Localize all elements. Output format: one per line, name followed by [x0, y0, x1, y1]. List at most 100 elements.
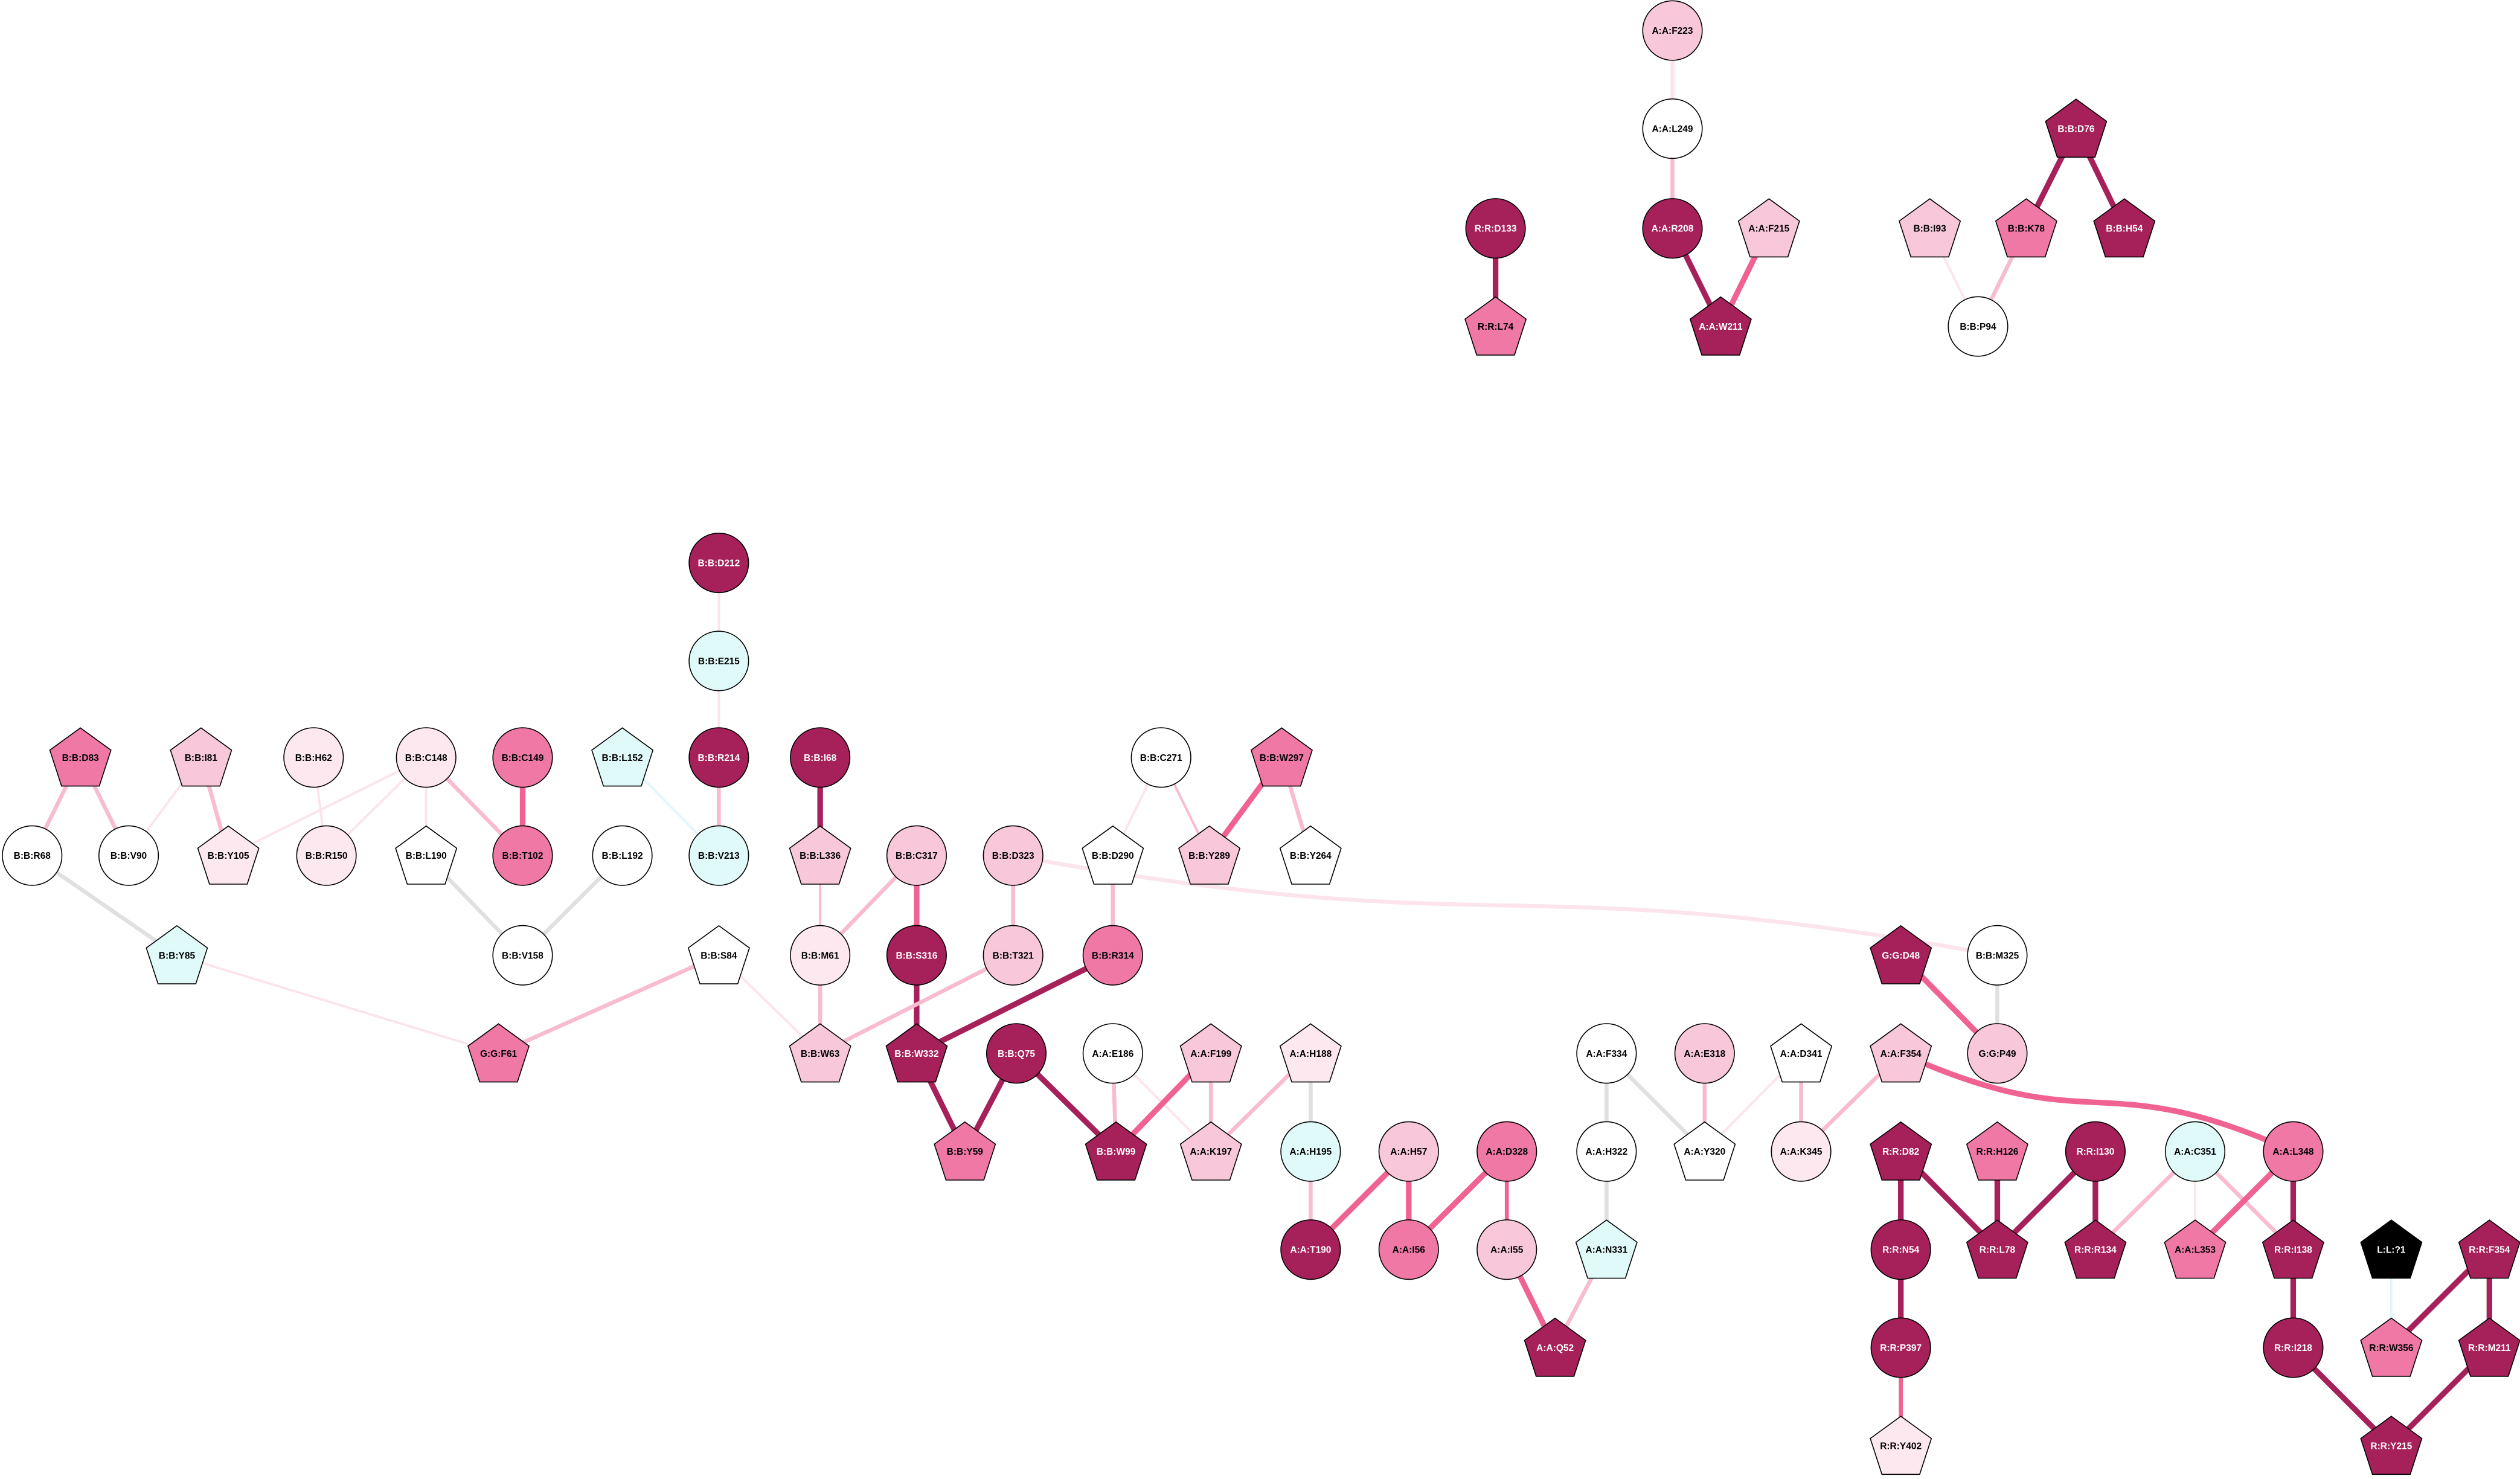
node-a-a-k345[interactable]: A:A:K345 [1771, 1121, 1832, 1182]
node-r-r-n54[interactable]: R:R:N54 [1870, 1219, 1931, 1280]
node-r-r-h126[interactable]: R:R:H126 [1966, 1121, 2028, 1181]
node-label: A:A:D328 [1486, 1147, 1528, 1157]
node-b-b-l152[interactable]: B:B:L152 [591, 727, 654, 787]
node-b-b-r314[interactable]: B:B:R314 [1082, 925, 1143, 986]
node-a-a-f199[interactable]: A:A:F199 [1179, 1023, 1242, 1083]
circle-node-shape [1476, 1121, 1537, 1182]
node-g-g-f61[interactable]: G:G:F61 [467, 1023, 530, 1083]
node-b-b-l190[interactable]: B:B:L190 [395, 825, 458, 885]
node-a-a-e186[interactable]: A:A:E186 [1082, 1023, 1143, 1084]
node-a-a-l249[interactable]: A:A:L249 [1642, 98, 1703, 159]
node-a-a-f215[interactable]: A:A:F215 [1737, 198, 1800, 258]
node-b-b-v213[interactable]: B:B:V213 [688, 825, 749, 886]
node-a-a-w211[interactable]: A:A:W211 [1689, 296, 1752, 356]
node-a-a-d328[interactable]: A:A:D328 [1476, 1121, 1537, 1182]
node-b-b-y59[interactable]: B:B:Y59 [934, 1121, 996, 1181]
node-b-b-c317[interactable]: B:B:C317 [886, 825, 947, 886]
node-b-b-v90[interactable]: B:B:V90 [98, 825, 159, 886]
node-a-a-e318[interactable]: A:A:E318 [1674, 1023, 1735, 1084]
node-b-b-c148[interactable]: B:B:C148 [396, 727, 457, 788]
circle-node-shape [296, 825, 357, 886]
node-b-b-y85[interactable]: B:B:Y85 [146, 925, 208, 984]
node-b-b-i81[interactable]: B:B:I81 [170, 727, 232, 787]
node-b-b-y105[interactable]: B:B:Y105 [197, 825, 260, 885]
node-a-a-h188[interactable]: A:A:H188 [1279, 1023, 1342, 1083]
node-r-r-i218[interactable]: R:R:I218 [2263, 1317, 2324, 1378]
node-b-b-p94[interactable]: B:B:P94 [1948, 296, 2009, 357]
node-a-a-l348[interactable]: A:A:L348 [2263, 1121, 2324, 1182]
node-a-a-l353[interactable]: A:A:L353 [2164, 1219, 2227, 1279]
circle-node-shape [1674, 1023, 1735, 1084]
node-a-a-c351[interactable]: A:A:C351 [2164, 1121, 2226, 1182]
node-a-a-h195[interactable]: A:A:H195 [1280, 1121, 1341, 1182]
node-b-b-t321[interactable]: B:B:T321 [983, 925, 1044, 986]
node-b-b-m61[interactable]: B:B:M61 [790, 925, 851, 986]
node-a-a-f334[interactable]: A:A:F334 [1576, 1023, 1637, 1084]
node-label: G:G:F61 [480, 1049, 518, 1059]
node-label: B:B:T321 [993, 951, 1034, 961]
node-a-a-r208[interactable]: A:A:R208 [1642, 198, 1703, 259]
node-b-b-k78[interactable]: B:B:K78 [1995, 198, 2057, 258]
node-a-a-f223[interactable]: A:A:F223 [1642, 0, 1703, 61]
node-b-b-v158[interactable]: B:B:V158 [492, 925, 553, 986]
node-b-b-d290[interactable]: B:B:D290 [1082, 825, 1144, 885]
node-b-b-l192[interactable]: B:B:L192 [592, 825, 653, 886]
node-b-b-d212[interactable]: B:B:D212 [688, 532, 749, 594]
node-b-b-w332[interactable]: B:B:W332 [885, 1023, 948, 1083]
node-r-r-f354[interactable]: R:R:F354 [2458, 1219, 2520, 1279]
node-b-b-r150[interactable]: B:B:R150 [296, 825, 357, 886]
node-b-b-r214[interactable]: B:B:R214 [688, 727, 749, 788]
node-g-g-p49[interactable]: G:G:P49 [1967, 1023, 2028, 1084]
node-a-a-d341[interactable]: A:A:D341 [1770, 1023, 1833, 1083]
node-b-b-i68[interactable]: B:B:I68 [790, 727, 851, 788]
node-b-b-s84[interactable]: B:B:S84 [687, 925, 750, 984]
node-b-b-i93[interactable]: B:B:I93 [1899, 198, 1961, 258]
node-a-a-t190[interactable]: A:A:T190 [1280, 1219, 1341, 1280]
node-b-b-w297[interactable]: B:B:W297 [1250, 727, 1313, 787]
node-b-b-l336[interactable]: B:B:L336 [789, 825, 851, 885]
node-a-a-f354[interactable]: A:A:F354 [1870, 1023, 1932, 1083]
node-r-r-i130[interactable]: R:R:I130 [2065, 1121, 2126, 1182]
node-r-r-y402[interactable]: R:R:Y402 [1870, 1416, 1932, 1475]
node-r-r-r134[interactable]: R:R:R134 [2064, 1219, 2127, 1279]
node-label: A:A:E186 [1092, 1049, 1133, 1059]
node-r-r-d82[interactable]: R:R:D82 [1870, 1121, 1932, 1181]
node-a-a-q52[interactable]: A:A:Q52 [1524, 1317, 1586, 1377]
node-b-b-y264[interactable]: B:B:Y264 [1279, 825, 1342, 885]
node-a-a-y320[interactable]: A:A:Y320 [1673, 1121, 1736, 1181]
node-b-b-e215[interactable]: B:B:E215 [688, 630, 749, 691]
node-b-b-y289[interactable]: B:B:Y289 [1178, 825, 1241, 885]
node-r-r-l78[interactable]: R:R:L78 [1966, 1219, 2028, 1279]
node-b-b-w63[interactable]: B:B:W63 [789, 1023, 851, 1083]
node-label: B:B:S84 [701, 951, 737, 961]
node-b-b-c271[interactable]: B:B:C271 [1130, 727, 1191, 788]
node-r-r-y215[interactable]: R:R:Y215 [2360, 1416, 2423, 1475]
node-b-b-d83[interactable]: B:B:D83 [49, 727, 112, 787]
node-l-l-1[interactable]: L:L:?1 [2360, 1219, 2423, 1279]
node-a-a-i56[interactable]: A:A:I56 [1378, 1219, 1439, 1280]
node-a-a-h322[interactable]: A:A:H322 [1576, 1121, 1637, 1182]
node-b-b-c149[interactable]: B:B:C149 [492, 727, 553, 788]
node-label: B:B:C317 [896, 851, 938, 861]
node-r-r-w356[interactable]: R:R:W356 [2360, 1317, 2423, 1377]
node-b-b-w99[interactable]: B:B:W99 [1085, 1121, 1147, 1181]
node-a-a-h57[interactable]: A:A:H57 [1378, 1121, 1439, 1182]
node-b-b-t102[interactable]: B:B:T102 [492, 825, 553, 886]
node-r-r-i138[interactable]: R:R:I138 [2262, 1219, 2324, 1279]
node-b-b-d323[interactable]: B:B:D323 [983, 825, 1044, 886]
node-r-r-p397[interactable]: R:R:P397 [1870, 1317, 1931, 1378]
node-r-r-l74[interactable]: R:R:L74 [1464, 296, 1527, 356]
node-a-a-i55[interactable]: A:A:I55 [1476, 1219, 1537, 1280]
node-b-b-h62[interactable]: B:B:H62 [283, 727, 344, 788]
node-g-g-d48[interactable]: G:G:D48 [1870, 925, 1932, 984]
node-b-b-q75[interactable]: B:B:Q75 [986, 1023, 1047, 1084]
node-b-b-h54[interactable]: B:B:H54 [2093, 198, 2156, 258]
node-b-b-d76[interactable]: B:B:D76 [2045, 98, 2108, 158]
node-r-r-m211[interactable]: R:R:M211 [2458, 1317, 2520, 1377]
node-r-r-d133[interactable]: R:R:D133 [1465, 198, 1526, 259]
node-b-b-m325[interactable]: B:B:M325 [1967, 925, 2028, 986]
node-b-b-r68[interactable]: B:B:R68 [2, 825, 63, 886]
node-a-a-k197[interactable]: A:A:K197 [1179, 1121, 1242, 1181]
node-b-b-s316[interactable]: B:B:S316 [886, 925, 947, 986]
node-a-a-n331[interactable]: A:A:N331 [1575, 1219, 1638, 1279]
